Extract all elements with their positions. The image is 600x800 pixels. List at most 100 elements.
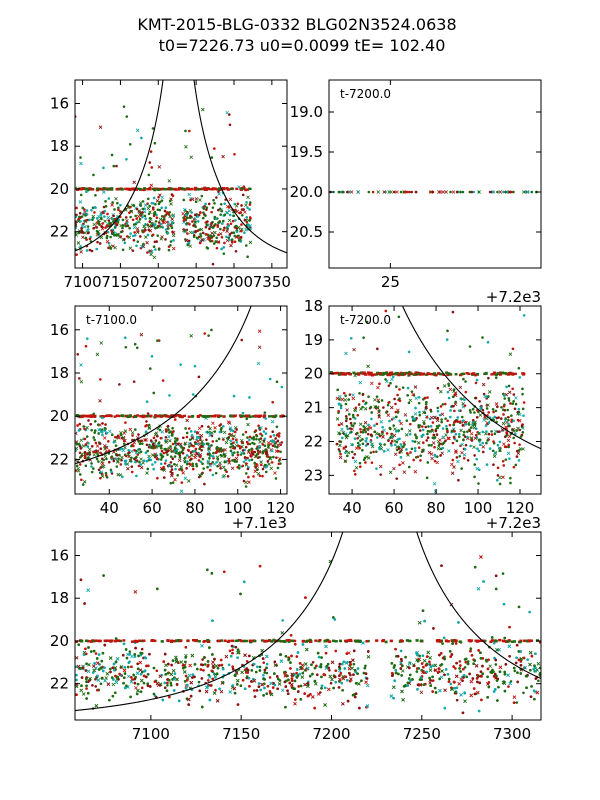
baseline-point: [190, 187, 194, 191]
data-point: [251, 450, 254, 453]
data-point: [284, 135, 287, 138]
data-point: [221, 154, 225, 159]
data-point: [84, 344, 88, 348]
data-point: [366, 364, 370, 369]
data-point: [338, 394, 342, 399]
data-point: [151, 463, 154, 466]
data-point: [123, 445, 127, 450]
data-point: [138, 460, 141, 464]
data-point: [364, 430, 367, 434]
data-point: [384, 350, 387, 353]
data-point: [216, 449, 220, 453]
data-point: [364, 401, 368, 405]
baseline-point: [255, 414, 259, 418]
data-point: [361, 430, 365, 434]
data-point: [346, 454, 349, 458]
data-point: [342, 446, 346, 450]
y-tick-label: 20: [50, 407, 69, 425]
baseline-point: [217, 188, 221, 191]
data-point: [193, 213, 197, 217]
data-point: [493, 429, 498, 434]
data-point: [376, 347, 379, 351]
baseline-point: [242, 414, 246, 418]
data-point: [183, 476, 188, 481]
data-point: [159, 458, 163, 461]
data-point: [521, 447, 525, 451]
data-point: [261, 467, 265, 471]
data-point: [394, 402, 397, 406]
data-point: [264, 427, 268, 430]
data-point: [200, 424, 204, 428]
data-point: [215, 246, 219, 250]
data-point: [522, 314, 526, 317]
data-point: [276, 439, 280, 443]
data-point: [185, 462, 189, 466]
data-point: [152, 208, 155, 211]
data-point: [381, 430, 384, 434]
data-point: [141, 215, 144, 219]
data-point: [516, 412, 520, 416]
baseline-point: [216, 188, 220, 191]
baseline-point: [84, 414, 88, 418]
data-point: [339, 440, 343, 444]
data-point: [154, 454, 157, 458]
data-point: [274, 437, 277, 440]
data-point: [375, 467, 378, 470]
data-point: [496, 466, 500, 470]
data-point: [95, 247, 98, 251]
data-point: [255, 453, 259, 456]
data-point: [148, 216, 152, 220]
data-point: [101, 433, 104, 437]
data-point: [455, 190, 459, 194]
data-point: [250, 436, 254, 440]
y-tick-label: 20: [304, 365, 323, 383]
data-point: [205, 438, 208, 442]
data-point: [477, 431, 481, 436]
data-point: [148, 161, 152, 164]
data-point: [364, 461, 367, 464]
data-point: [101, 210, 104, 214]
data-point: [121, 226, 124, 230]
data-point: [477, 482, 480, 485]
data-point: [86, 452, 89, 455]
data-point: [398, 419, 401, 423]
data-point: [174, 437, 177, 440]
data-point: [488, 190, 492, 194]
baseline-point: [348, 372, 352, 376]
data-point: [335, 417, 340, 421]
data-point: [421, 441, 425, 445]
data-point: [189, 430, 193, 433]
data-point: [268, 377, 272, 381]
data-point: [370, 433, 373, 437]
data-point: [134, 450, 139, 455]
data-point: [153, 460, 157, 464]
data-point: [346, 190, 349, 194]
data-point: [136, 214, 141, 219]
data-point: [353, 422, 356, 425]
data-point: [184, 213, 188, 217]
baseline-point: [183, 414, 187, 418]
data-point: [98, 125, 103, 129]
data-point: [154, 219, 158, 223]
data-point: [459, 190, 462, 194]
data-point: [269, 466, 274, 471]
data-point: [210, 328, 213, 332]
data-point: [429, 190, 433, 194]
baseline-point: [494, 373, 498, 377]
data-point: [522, 401, 526, 404]
data-point: [486, 403, 490, 407]
data-point: [228, 233, 232, 236]
data-point: [385, 432, 389, 435]
data-point: [189, 198, 192, 202]
data-point: [95, 352, 100, 357]
data-point: [106, 215, 111, 220]
data-point: [127, 235, 132, 239]
data-point: [155, 199, 160, 203]
data-point: [79, 438, 84, 443]
data-point: [349, 337, 353, 340]
data-point: [418, 410, 421, 414]
data-point: [146, 467, 150, 471]
x-tick-label: 120: [506, 499, 535, 517]
data-point: [244, 203, 248, 208]
